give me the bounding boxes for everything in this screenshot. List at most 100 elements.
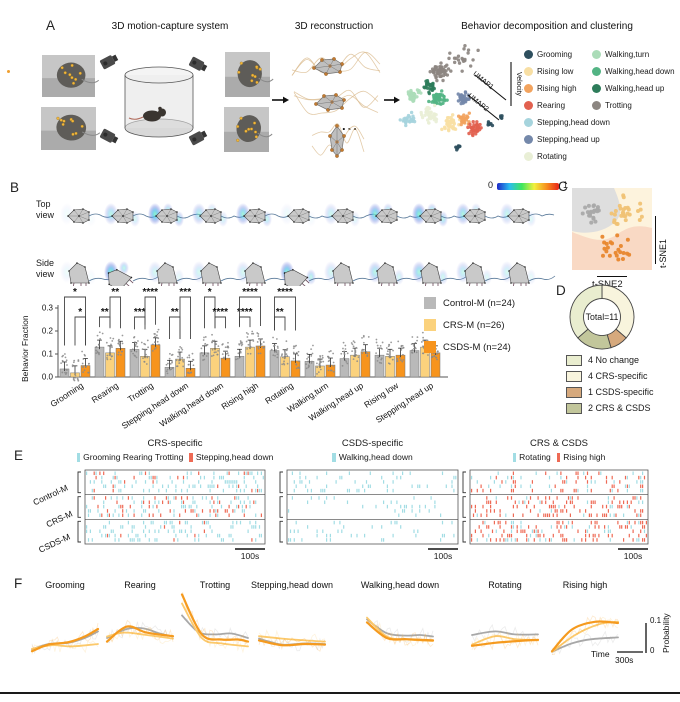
- data-point: [215, 343, 218, 346]
- data-point: [72, 378, 75, 381]
- scatter-dot: [433, 73, 437, 77]
- umap-legend-item: Grooming: [524, 46, 610, 63]
- data-point: [272, 336, 274, 339]
- data-point: [221, 353, 224, 356]
- data-point: [222, 343, 224, 345]
- data-point: [385, 347, 388, 349]
- data-point: [137, 340, 139, 342]
- top-view-posture: [368, 203, 423, 225]
- scatter-dot: [439, 61, 443, 65]
- data-point: [420, 341, 423, 343]
- data-point: [386, 353, 388, 355]
- scatter-dot: [432, 112, 436, 116]
- marker-dot: [60, 66, 64, 70]
- scatter-dot: [462, 113, 466, 117]
- tsne-dot: [615, 233, 620, 238]
- side-view-posture: [412, 261, 468, 286]
- data-point: [416, 339, 418, 342]
- legend-color-swatch: [566, 354, 582, 366]
- data-point: [273, 350, 276, 353]
- donut-center-label: Total=11: [585, 312, 619, 322]
- scatter-dot: [440, 68, 445, 73]
- raster-legend-item: Rising high: [556, 452, 605, 462]
- data-point: [213, 351, 216, 354]
- data-point: [135, 342, 138, 345]
- data-point: [328, 365, 331, 368]
- data-point: [280, 354, 283, 357]
- data-point: [182, 365, 185, 368]
- data-point: [65, 359, 68, 362]
- group-legend-item: CSDS-M (n=24): [424, 336, 515, 358]
- svg-text: 0.1: [42, 350, 54, 359]
- sig-bracket: [214, 316, 226, 329]
- data-point: [380, 357, 383, 360]
- legend-color-bar: [189, 452, 193, 462]
- data-point: [74, 374, 77, 377]
- data-point: [327, 369, 330, 372]
- legend-label: Stepping,head down: [537, 118, 610, 127]
- marker-dot: [255, 65, 259, 69]
- data-point: [329, 350, 332, 352]
- scatter-dot: [428, 116, 433, 121]
- data-point: [400, 359, 402, 361]
- tsne-dot: [625, 211, 630, 216]
- raster-title: CRS-specific: [147, 438, 203, 449]
- scatter-dot: [434, 119, 438, 124]
- svg-text: 0.2: [42, 327, 54, 336]
- marker-dot: [80, 124, 84, 128]
- data-point: [282, 362, 285, 365]
- side-view-posture: [192, 261, 248, 286]
- data-point: [361, 348, 364, 351]
- data-point: [330, 369, 333, 372]
- data-point: [132, 352, 134, 355]
- marker-dot: [253, 121, 257, 125]
- data-point: [105, 341, 108, 344]
- data-point: [203, 344, 206, 347]
- data-point: [343, 352, 346, 355]
- data-point: [82, 371, 84, 373]
- raster-legend: Walking,head down: [277, 452, 468, 462]
- data-point: [285, 340, 288, 343]
- svg-text: *: [73, 287, 77, 298]
- data-point: [63, 353, 66, 355]
- top-view-posture: [148, 203, 203, 227]
- data-point: [319, 356, 322, 358]
- side-view-posture: [456, 261, 512, 286]
- scatter-dot: [467, 131, 471, 136]
- data-point: [72, 377, 75, 380]
- marker-dot: [253, 130, 258, 134]
- marker-dot: [78, 71, 82, 75]
- raster-scalebar-label: 100s: [240, 551, 260, 561]
- raster-legend-item: Rotating: [512, 452, 551, 462]
- marker-dot: [70, 76, 74, 80]
- legend-color-swatch: [566, 386, 582, 398]
- heat-blob: [368, 203, 382, 225]
- marker-dot: [71, 81, 76, 85]
- ethogram-rasters: [77, 469, 649, 550]
- data-point: [171, 367, 174, 370]
- svg-text: Grooming: [48, 380, 85, 409]
- data-point: [376, 344, 379, 347]
- camera-icon: [189, 130, 208, 146]
- data-point: [106, 358, 109, 361]
- group-bracket: [462, 520, 466, 543]
- marker-dot: [258, 67, 262, 71]
- data-point: [306, 352, 309, 355]
- camera-icon: [100, 54, 119, 70]
- tsne-dot: [586, 203, 591, 208]
- data-point: [345, 360, 348, 363]
- data-point: [134, 345, 137, 347]
- data-point: [222, 357, 225, 360]
- data-point: [421, 352, 424, 355]
- umap-legend-item: Rising low: [524, 63, 610, 80]
- data-point: [297, 360, 300, 363]
- donut-chart: [569, 284, 635, 350]
- data-point: [262, 346, 265, 349]
- tsne-dot: [638, 207, 643, 212]
- scatter-dot: [415, 88, 420, 92]
- umap-legend-item: Walking,head up: [592, 80, 675, 97]
- data-point: [134, 341, 136, 344]
- data-point: [262, 341, 265, 343]
- data-point: [388, 343, 390, 346]
- data-point: [165, 370, 168, 373]
